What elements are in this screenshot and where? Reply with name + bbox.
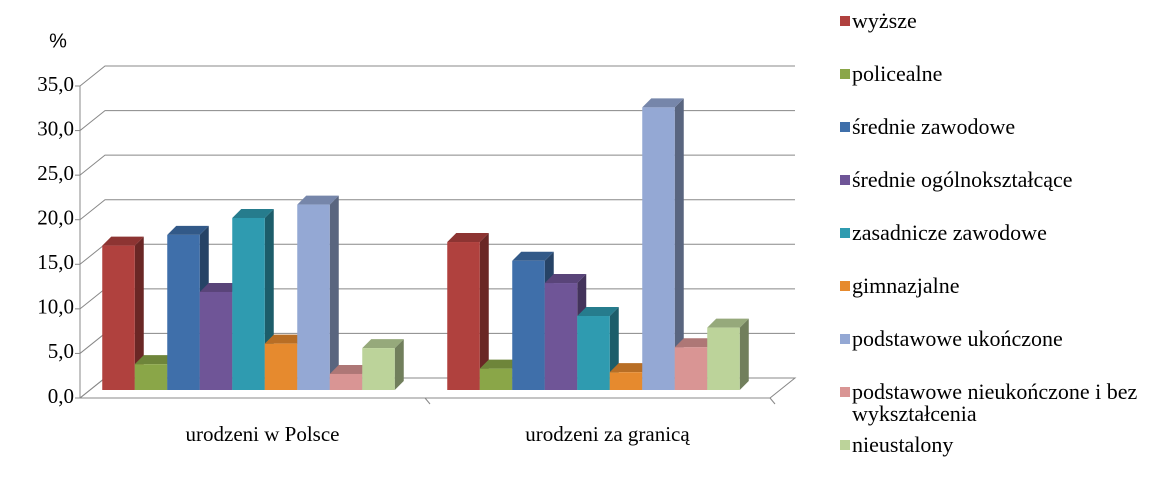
x-tick: [769, 397, 776, 405]
legend-label: gimnazjalne: [852, 273, 960, 298]
grid-line: [79, 154, 795, 176]
bar: [297, 204, 330, 390]
bar: [479, 368, 513, 390]
bar-top: [232, 208, 274, 218]
chart: % 0,0 5,0 10,0 15,0 20,0 25,0 30,0 35,0 urodzeni…: [37, 30, 797, 446]
legend-swatch: [840, 228, 850, 238]
bar-top: [544, 274, 587, 284]
legend-label: policealne: [852, 61, 943, 86]
legend-label: podstawowe ukończone: [852, 326, 1063, 351]
bar: [642, 107, 675, 390]
bar: [102, 245, 135, 390]
page: {"chart_data": {"type": "bar3d", "y_labe…: [37, 9, 1138, 456]
bar: [362, 348, 395, 390]
bar-top: [134, 355, 177, 365]
bar: [264, 343, 298, 390]
legend-label: wyższe: [852, 8, 917, 33]
bar-side: [134, 236, 144, 390]
x-tick: [424, 397, 431, 405]
legend-swatch: [840, 122, 850, 132]
y-tick-label: 35,0: [37, 72, 74, 96]
legend-item: średnie ogólnokształcące: [840, 167, 1176, 220]
bar-side: [739, 318, 749, 390]
legend-label: średnie zawodowe: [852, 114, 1016, 139]
legend: wyższe policealne średnie zawodowe średnie …: [840, 8, 1176, 485]
bar-top: [167, 225, 209, 235]
y-axis-label: %: [49, 30, 67, 52]
bar-top: [199, 282, 242, 292]
bar-side: [329, 195, 339, 390]
legend-item: podstawowe nieukończone i bez wykształce…: [840, 379, 1176, 432]
legend-swatch: [840, 281, 850, 291]
legend-item: nieustalony: [840, 432, 1176, 485]
bar-top: [674, 338, 717, 348]
y-tick-label: 25,0: [37, 161, 74, 185]
grid-line: [79, 110, 795, 131]
bar: [167, 234, 200, 390]
legend-label: zasadnicze zawodowe: [852, 220, 1047, 245]
legend-item: policealne: [840, 61, 1176, 114]
bar: [609, 372, 643, 390]
legend-item: gimnazjalne: [840, 273, 1176, 326]
legend-swatch: [840, 334, 850, 344]
bar-side: [479, 233, 489, 390]
legend-swatch: [840, 175, 850, 185]
bar: [447, 242, 480, 390]
y-tick-label: 10,0: [37, 295, 74, 319]
bar-top: [447, 233, 489, 243]
bar-top: [297, 195, 339, 205]
bar: [199, 291, 233, 390]
legend-label: nieustalony: [852, 432, 954, 457]
legend-item: wyższe: [840, 8, 1176, 61]
bar: [512, 260, 545, 390]
legend-swatch: [840, 387, 850, 397]
grid-line: [79, 65, 795, 87]
legend-swatch: [840, 440, 850, 450]
x-tick-label: urodzeni w Polsce: [186, 422, 340, 446]
legend-swatch: [840, 16, 850, 26]
x-tick-label: urodzeni za granicą: [525, 422, 690, 446]
bar-top: [512, 251, 554, 261]
bar-top: [642, 98, 684, 108]
y-tick-label: 0,0: [48, 384, 74, 408]
y-tick-label: 15,0: [37, 250, 74, 274]
bar: [707, 327, 740, 390]
grid-line: [79, 199, 795, 221]
legend-item: podstawowe ukończone: [840, 326, 1176, 379]
bar: [577, 316, 610, 390]
bar: [134, 364, 168, 390]
bar-top: [479, 359, 522, 369]
bar-top: [707, 318, 749, 328]
bar: [544, 283, 578, 390]
y-tick-label: 20,0: [37, 206, 74, 230]
bar-top: [102, 236, 144, 246]
bar-top: [329, 364, 372, 374]
bar-top: [609, 363, 652, 373]
bar: [674, 347, 708, 390]
bar: [232, 217, 265, 390]
legend-item: zasadnicze zawodowe: [840, 220, 1176, 273]
legend-item: średnie zawodowe: [840, 114, 1176, 167]
bar-top: [577, 307, 619, 317]
bar-side: [674, 98, 684, 390]
bar: [329, 373, 363, 390]
legend-label: podstawowe nieukończone i bez wykształce…: [852, 379, 1138, 426]
y-tick-label: 30,0: [37, 116, 74, 140]
bar-side: [394, 339, 404, 390]
y-tick-label: 5,0: [48, 339, 74, 363]
legend-swatch: [840, 69, 850, 79]
legend-label: średnie ogólnokształcące: [852, 167, 1073, 192]
bar-top: [362, 339, 404, 349]
bar-top: [264, 334, 307, 344]
